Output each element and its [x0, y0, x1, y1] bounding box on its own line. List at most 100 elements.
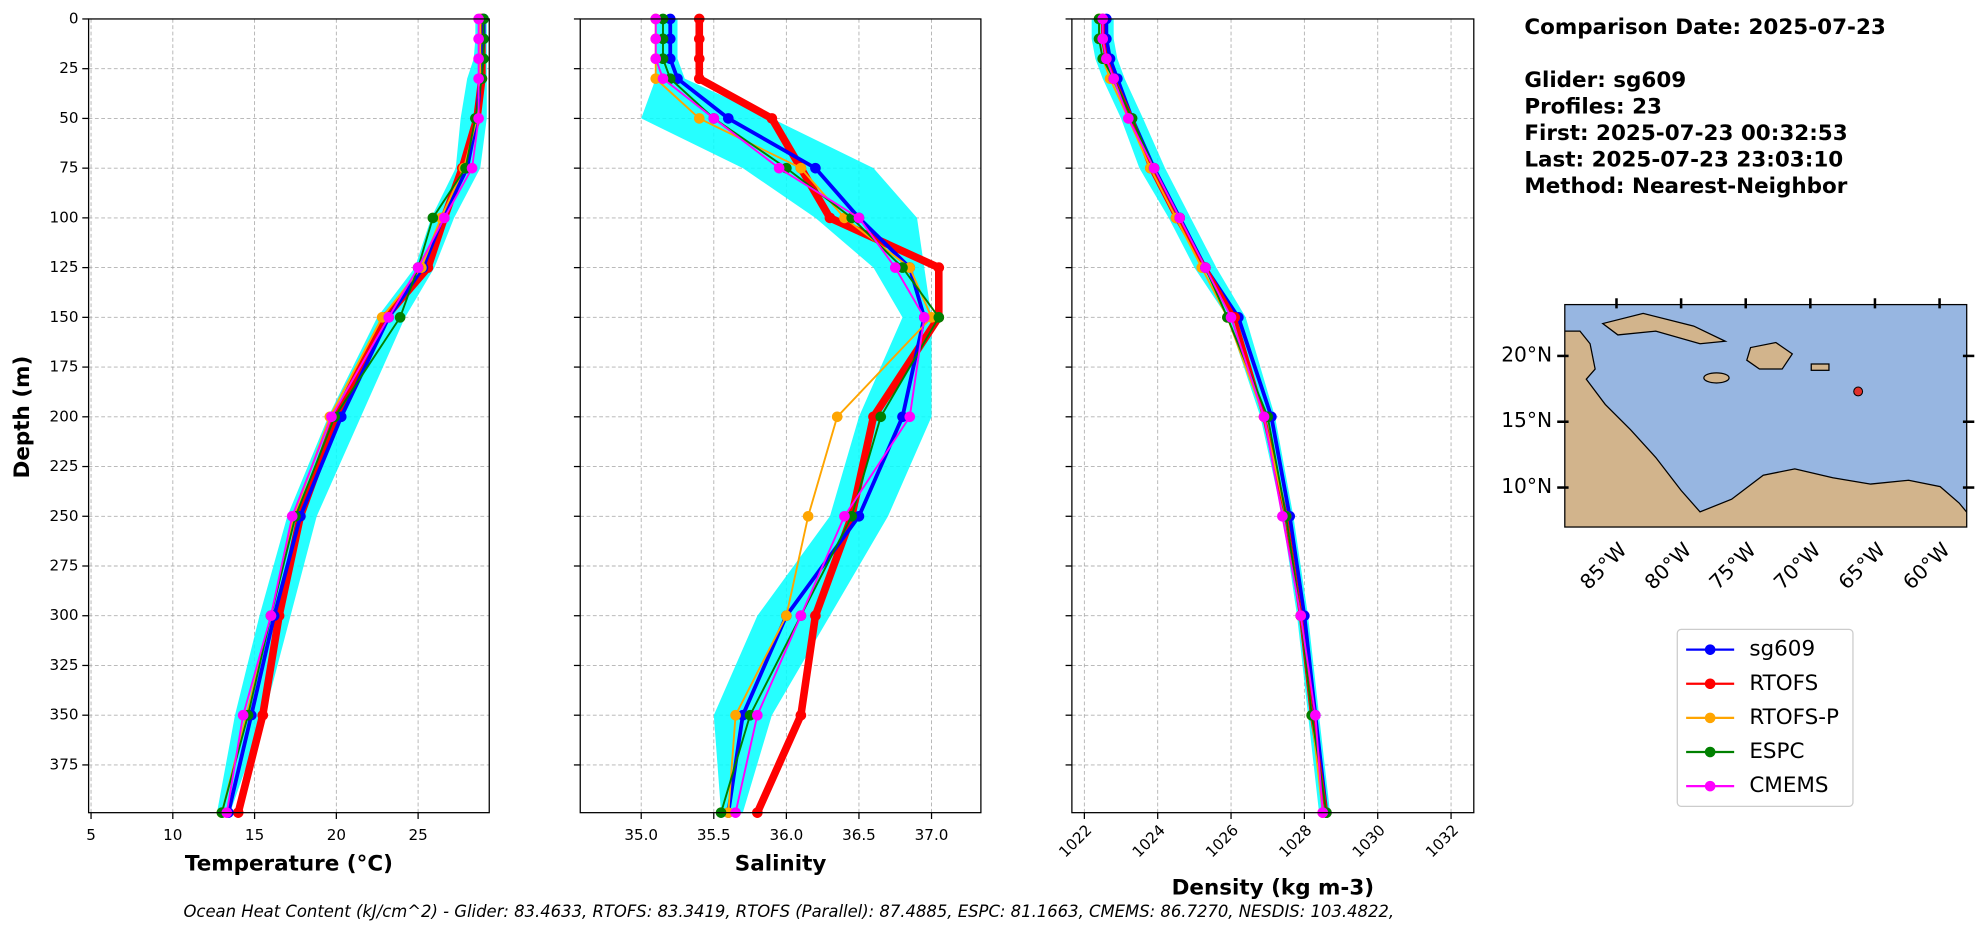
profile-marker: [473, 73, 484, 84]
profile-marker: [286, 510, 298, 522]
x-tick-label: 1030: [1349, 821, 1389, 861]
lon-tick-label: 60°W: [1898, 538, 1954, 594]
profile-marker: [657, 33, 669, 45]
profile-marker: [773, 162, 785, 174]
legend-marker: [1704, 780, 1716, 792]
x-tick-label: 1028: [1275, 821, 1315, 861]
profile-marker: [1225, 312, 1237, 323]
comparison-date: Comparison Date: 2025-07-23: [1524, 15, 1885, 40]
profile-marker: [326, 411, 337, 423]
land: [1564, 312, 1967, 528]
profile-marker: [1258, 411, 1270, 423]
info-line: Last: 2025-07-23 23:03:10: [1524, 148, 1843, 173]
profile-marker: [781, 610, 792, 622]
profile-marker: [1295, 610, 1307, 622]
x-axis-label: Salinity: [735, 851, 827, 876]
profile-marker: [926, 312, 937, 323]
y-tick-label: 0: [69, 9, 79, 27]
x-tick-label: 37.0: [915, 826, 949, 844]
profile-marker: [810, 162, 821, 174]
profile-marker: [1108, 73, 1120, 84]
hispaniola: [1746, 341, 1794, 370]
lat-tick-label: 15°N: [1501, 408, 1552, 432]
x-tick-label: 15: [245, 826, 264, 844]
profile-marker: [904, 411, 916, 423]
profile-marker: [1101, 53, 1112, 65]
y-tick-label: 25: [59, 59, 78, 77]
legend-marker: [1704, 746, 1716, 758]
profile-marker: [795, 709, 807, 721]
profile-marker: [693, 113, 705, 124]
profile-marker: [802, 510, 814, 522]
profile-marker: [795, 610, 807, 622]
profile-marker: [412, 262, 424, 273]
profile-marker: [664, 53, 676, 65]
lon-tick-label: 85°W: [1575, 538, 1631, 594]
profile-marker: [657, 73, 669, 84]
y-tick-label: 225: [50, 457, 79, 475]
profile-marker: [664, 33, 676, 45]
cuba: [1601, 312, 1728, 345]
profile-marker: [1148, 162, 1160, 174]
x-tick-label: 5: [86, 826, 96, 844]
y-tick-label: 375: [50, 755, 79, 773]
profile-marker: [650, 33, 662, 45]
x-tick-label: 1032: [1422, 821, 1462, 861]
y-axis-label: Depth (m): [10, 356, 35, 479]
mainland: [1564, 330, 1967, 528]
y-tick-label: 325: [50, 656, 79, 674]
info-line: Glider: sg609: [1524, 68, 1686, 93]
profile-marker: [693, 33, 705, 45]
profile-marker: [383, 312, 394, 323]
profile-marker: [904, 262, 916, 273]
profile-marker: [427, 212, 439, 224]
profile-marker: [1277, 510, 1288, 522]
legend: sg609 RTOFS RTOFS-P ESPC CMEMS: [1676, 628, 1854, 807]
x-axis-label: Density (kg m-3): [1172, 876, 1375, 901]
profile-marker: [810, 610, 821, 622]
profile-marker: [897, 411, 908, 423]
legend-marker: [1704, 712, 1716, 724]
x-tick-label: 36.0: [769, 826, 803, 844]
profile-marker: [1097, 33, 1108, 45]
profile-marker: [650, 73, 662, 84]
legend-label: sg609: [1749, 637, 1815, 662]
profile-marker: [766, 113, 778, 124]
profile-marker: [1200, 262, 1211, 273]
legend-marker: [1704, 678, 1716, 690]
profile-marker: [933, 312, 945, 323]
lon-tick-label: 70°W: [1769, 538, 1825, 594]
plot-frame: [1071, 18, 1475, 814]
footer: Ocean Heat Content (kJ/cm^2) - Glider: 8…: [183, 902, 1394, 921]
y-tick-label: 250: [50, 507, 79, 525]
profile-marker: [846, 510, 858, 522]
profile-marker: [853, 510, 865, 522]
profile-marker: [868, 411, 879, 423]
info-line: Method: Nearest-Neighbor: [1524, 174, 1847, 199]
profile-marker: [1174, 212, 1186, 224]
legend-label: ESPC: [1749, 739, 1804, 764]
legend-label: CMEMS: [1749, 773, 1828, 798]
legend-marker: [1704, 644, 1716, 655]
lat-tick-label: 10°N: [1501, 474, 1552, 498]
profile-marker: [831, 411, 843, 423]
x-tick-label: 1022: [1055, 821, 1095, 861]
profile-marker: [853, 212, 865, 224]
lon-tick-label: 75°W: [1704, 538, 1760, 594]
panels: 0 25 50 75 100 125 150 175 200 225 250 275 300 325 350…: [10, 9, 1475, 901]
profile-marker: [730, 709, 741, 721]
map-frame: [1564, 303, 1968, 528]
y-tick-label: 125: [50, 258, 79, 276]
profile-marker: [265, 610, 277, 622]
profile-marker: [752, 709, 763, 721]
legend-label: RTOFS-P: [1749, 705, 1839, 730]
profile-marker: [473, 113, 484, 124]
y-tick-label: 75: [59, 159, 78, 177]
profile-marker: [795, 162, 807, 174]
profile-marker: [657, 53, 669, 65]
y-tick-label: 300: [50, 606, 79, 624]
y-tick-label: 150: [50, 308, 79, 326]
profile-marker: [1310, 709, 1321, 721]
panel: 1022 1024 1026 1028 1030 1032 Density (kg m-3): [1055, 13, 1475, 901]
